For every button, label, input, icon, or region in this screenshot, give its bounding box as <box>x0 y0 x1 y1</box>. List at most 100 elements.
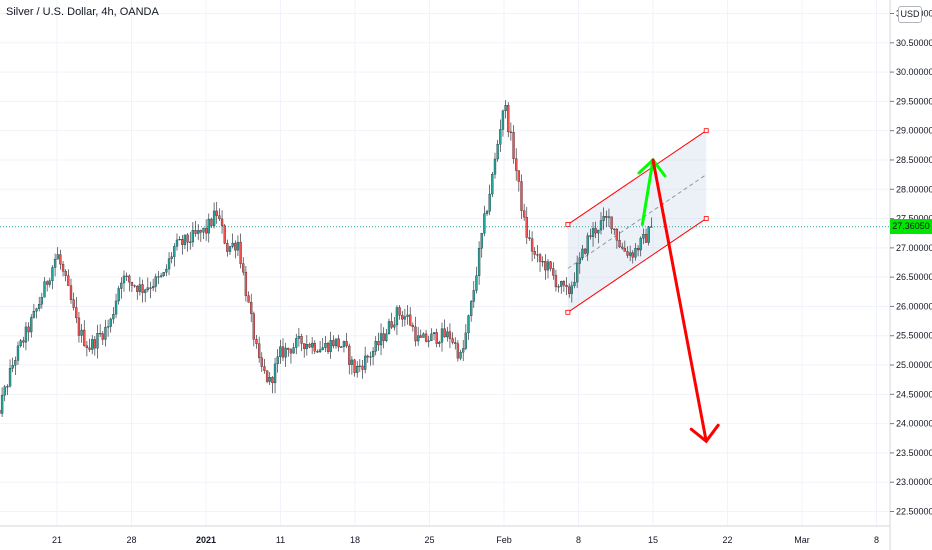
candle-body <box>504 105 507 112</box>
candle-body <box>141 284 144 293</box>
candle-body <box>75 307 78 319</box>
candle-body <box>300 335 303 344</box>
candle-body <box>642 233 645 239</box>
time-axis[interactable]: 21 28 2021 11 18 25 Feb 8 15 22 Mar 8 <box>0 525 890 545</box>
candle-body <box>247 295 250 303</box>
price-tick-label: 27.00000 <box>896 243 932 253</box>
candle-body <box>435 332 438 344</box>
candle-body <box>621 246 624 249</box>
candle-body <box>14 360 17 366</box>
candle-body <box>27 326 30 333</box>
candle-body <box>38 304 41 309</box>
price-axis[interactable]: 22.50000 23.00000 23.50000 24.00000 24.50000… <box>889 0 932 550</box>
candle-body <box>522 210 526 218</box>
candle-body <box>427 340 430 342</box>
candle-body <box>403 316 407 320</box>
price-tick-label: 22.50000 <box>896 507 932 517</box>
candle-body <box>276 356 279 365</box>
candle-body <box>250 302 253 314</box>
candle-body <box>647 226 650 243</box>
candle-body <box>379 333 383 346</box>
candle-body <box>618 240 621 248</box>
candle-body <box>165 268 168 273</box>
candle-body <box>93 339 96 349</box>
candle-body <box>475 275 478 291</box>
candle-body <box>477 248 481 276</box>
time-tick-label: 18 <box>350 535 360 545</box>
currency-badge[interactable]: USD <box>898 6 922 23</box>
channel-anchor-handle[interactable] <box>565 309 571 315</box>
candle-body <box>154 276 157 287</box>
channel-anchor-handle[interactable] <box>703 216 709 221</box>
candle-body <box>24 326 28 343</box>
candle-body <box>136 286 139 292</box>
arrow-down-head[interactable] <box>689 423 720 444</box>
candle-body <box>607 216 611 218</box>
candle-body <box>40 297 43 305</box>
channel-anchor-handle[interactable] <box>703 128 709 134</box>
arrow-up-shaft[interactable] <box>640 158 655 226</box>
candle-body <box>613 228 616 230</box>
arrow-down-shaft[interactable] <box>651 158 708 443</box>
candle-body <box>318 349 322 353</box>
candle-body <box>536 254 539 256</box>
candle-body <box>634 248 637 258</box>
candle-body <box>191 230 195 243</box>
candle-body <box>636 248 640 251</box>
channel-lower-line[interactable] <box>567 218 707 313</box>
candle-body <box>472 290 475 302</box>
candle-body <box>589 235 592 237</box>
candle-body <box>501 110 505 130</box>
candle-body <box>218 215 221 220</box>
candle-body <box>223 225 226 244</box>
candle-body <box>125 275 128 277</box>
candle-body <box>106 326 110 328</box>
candle-body <box>244 271 248 296</box>
parallel-channel[interactable] <box>565 128 709 315</box>
candle-body <box>483 213 486 234</box>
candle-body <box>273 363 277 384</box>
candle-body <box>183 234 187 245</box>
candle-body <box>509 131 513 133</box>
candle-body <box>438 342 441 344</box>
candle-body <box>53 259 57 268</box>
candle-body <box>234 242 237 251</box>
candle-body <box>459 352 462 359</box>
candle-body <box>512 131 515 159</box>
candle-body <box>117 288 120 302</box>
candle-body <box>615 229 619 241</box>
candle-body <box>8 368 12 387</box>
candle-body <box>411 325 414 328</box>
candle-body <box>202 227 205 233</box>
time-tick-label: 28 <box>126 535 136 545</box>
candle-body <box>520 181 523 211</box>
candle-body <box>22 340 25 343</box>
candle-body <box>538 254 542 262</box>
candle-body <box>594 228 597 234</box>
candle-body <box>252 313 255 340</box>
candle-body <box>371 351 375 357</box>
price-tick-label: 25.50000 <box>896 331 932 341</box>
channel-anchor-handle[interactable] <box>565 222 571 227</box>
annotation-arrows[interactable] <box>637 157 720 444</box>
channel-upper-line[interactable] <box>567 130 707 225</box>
candle-body <box>181 238 184 245</box>
candle-body <box>59 254 62 265</box>
candle-body <box>462 348 465 353</box>
candle-body <box>554 275 558 288</box>
candle-body <box>575 263 579 283</box>
candle-body <box>583 248 587 254</box>
candle-body <box>345 341 348 347</box>
candle-body <box>88 347 91 350</box>
candle-body <box>144 289 147 293</box>
candle-body <box>149 287 152 289</box>
candle-body <box>178 238 181 241</box>
candle-body <box>363 355 367 370</box>
candle-body <box>440 328 444 343</box>
candle-body <box>91 339 94 350</box>
candle-body <box>424 333 428 342</box>
candle-body <box>369 356 372 358</box>
candle-body <box>390 321 393 328</box>
candle-body <box>395 307 399 326</box>
